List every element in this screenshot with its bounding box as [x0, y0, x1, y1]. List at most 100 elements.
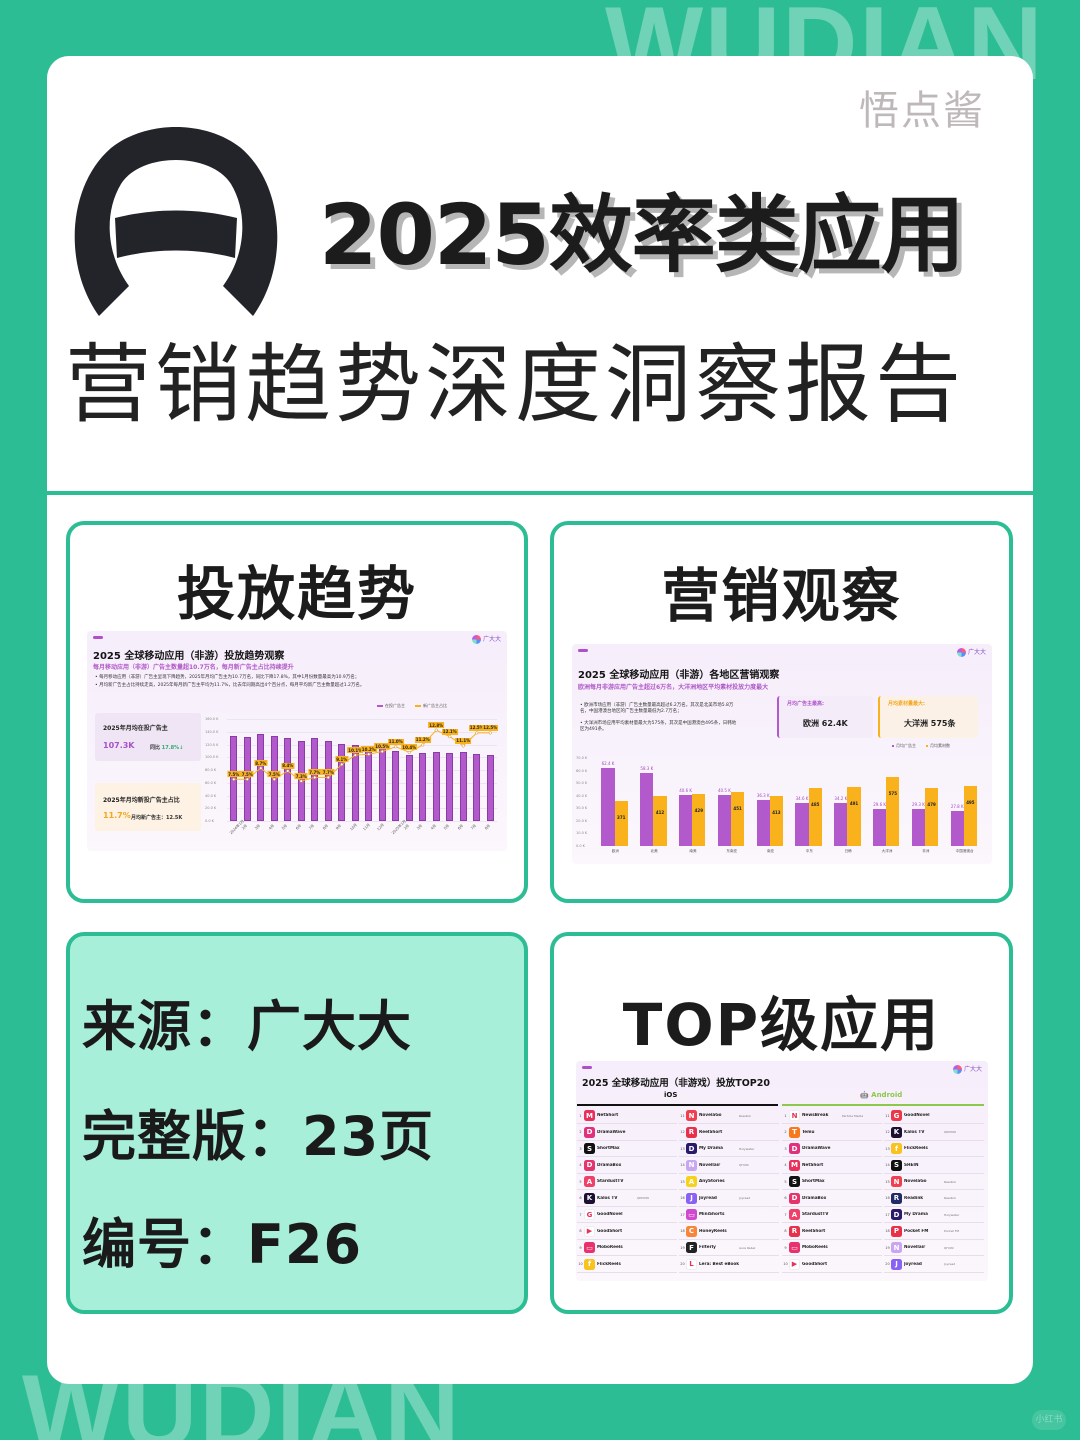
app-name: Novellair — [904, 1245, 926, 1250]
app-rank-row: 14 N Novellair QIYUN — [679, 1158, 779, 1174]
app-name: GoodNovel — [904, 1113, 930, 1118]
x-tick: 南亚 — [767, 849, 775, 853]
app-rank-row: 5 S ShortMax — [782, 1174, 882, 1190]
gridline — [227, 795, 497, 797]
ratio-label: 12.5% — [482, 724, 499, 731]
app-icon: F — [686, 1242, 697, 1253]
stat-note-value: 17.8%↓ — [161, 745, 184, 751]
highlight-box-advertisers: 月均广告主最高: 欧洲 62.4K — [777, 696, 873, 738]
gridline — [227, 719, 497, 720]
rank-number: 4 — [784, 1163, 787, 1167]
rank-number: 18 — [885, 1229, 890, 1233]
x-tick: 北美 — [650, 849, 658, 853]
app-rank-row: 2 D DramaWave — [577, 1125, 677, 1141]
platform-badge: 小红书 — [1032, 1410, 1066, 1430]
ratio-label: 9.1% — [335, 756, 349, 763]
rank-number: 18 — [680, 1229, 685, 1233]
android-label: Android — [871, 1091, 903, 1099]
bar-advertisers — [257, 734, 265, 821]
value-label: 412 — [655, 810, 665, 816]
ratio-label: 10.5% — [374, 743, 391, 750]
app-rank-row: 18 P Pocket FM Pocket FM — [884, 1224, 984, 1240]
y-tick: 120.0 K — [205, 742, 219, 747]
rank-number: 1 — [784, 1113, 787, 1118]
app-name: NovelaGo — [904, 1179, 927, 1184]
bullet-text: 月均新广告主占比持续走高，2025年每月新广告主平均为11.7%，比去年同期高出… — [99, 683, 365, 688]
x-tick: 中东 — [805, 849, 813, 853]
rank-number: 8 — [784, 1229, 787, 1233]
y-tick: 80.0 K — [205, 768, 217, 772]
value-label: 491 — [849, 800, 859, 806]
app-icon: L — [686, 1258, 697, 1270]
ratio-label: 7.5% — [227, 771, 241, 778]
app-icon: D — [891, 1209, 902, 1220]
app-name: Joyread — [904, 1261, 922, 1266]
rank-number: 17 — [680, 1212, 685, 1217]
rank-number: 10 — [783, 1262, 788, 1266]
ratio-label: 12.1% — [441, 728, 458, 735]
app-name: ReelShort — [802, 1228, 826, 1233]
slide-brand-logo: 广大大 — [956, 648, 986, 657]
app-icon: S — [891, 1159, 902, 1171]
app-name: MoboReels — [802, 1245, 828, 1250]
x-tick: 大洋洲 — [881, 849, 893, 853]
y-tick: 100.0 K — [205, 755, 219, 760]
value-label: 451 — [733, 805, 742, 811]
trend-card: 投放趋势 广大大 2025 全球移动应用（非游）投放趋势观察 每月移动应用（非游… — [66, 521, 528, 903]
info-source: 来源：广大大 — [82, 995, 412, 1058]
app-publisher: QINYON — [637, 1196, 649, 1200]
app-name: StardustTV — [597, 1179, 624, 1184]
app-icon: ▭ — [584, 1242, 595, 1253]
app-rank-row: 6 D DramaBox — [782, 1191, 882, 1207]
bar-materials — [731, 791, 745, 846]
rank-number: 6 — [579, 1196, 582, 1200]
y-tick: 0.0 K — [576, 844, 585, 848]
rank-number: 14 — [885, 1163, 890, 1167]
rank-number: 3 — [784, 1146, 787, 1151]
app-icon: K — [891, 1126, 902, 1138]
value-label: 27.8 K — [950, 804, 964, 810]
bar-materials — [963, 786, 977, 846]
value-label: 429 — [694, 808, 703, 814]
bar-advertisers — [679, 794, 693, 846]
bar-advertisers — [950, 811, 964, 846]
y-tick: 60.0 K — [576, 768, 588, 773]
slide-heading: 2025 全球移动应用（非游戏）投放TOP20 — [582, 1078, 770, 1089]
app-name: ShortMax — [802, 1179, 825, 1184]
app-name: GoodNovel — [597, 1212, 623, 1217]
chart-legend: 月均广告主 月均素材数 — [892, 743, 950, 749]
app-name: NetShort — [597, 1113, 619, 1118]
app-name: My Drama — [904, 1212, 928, 1217]
slide-bullet: • 每月移动应用（非游）广告主呈现下降趋势，2025年月均广告主为10.7万名，… — [95, 675, 360, 680]
y-tick: 160.0 K — [205, 717, 219, 721]
bar-advertisers — [640, 772, 654, 846]
app-name: My Drama — [699, 1146, 723, 1151]
legend-line: 新广告主占比 — [415, 703, 447, 709]
app-name: Readink — [904, 1195, 924, 1200]
app-icon: J — [686, 1192, 697, 1204]
app-name: MoboReels — [597, 1245, 623, 1250]
ratio-line — [232, 728, 492, 783]
app-rank-row: 16 J Joyread Joyread — [679, 1191, 779, 1207]
slide-heading: 2025 全球移动应用（非游）各地区营销观察 — [578, 670, 780, 681]
stat-box-advertisers: 2025年月均在投广告主 107.3K 同比 17.8%↓ — [95, 713, 201, 761]
app-icon: N — [891, 1176, 902, 1187]
gridline — [227, 757, 497, 759]
rank-number: 7 — [579, 1212, 582, 1217]
value-label: 34.2 K — [834, 796, 848, 801]
rank-number: 11 — [885, 1113, 890, 1118]
app-name: Filterly — [699, 1245, 716, 1250]
android-header: 🤖 Android — [860, 1091, 902, 1099]
slide-brand-name: 广大大 — [482, 635, 501, 643]
brand-logo-icon — [471, 635, 481, 644]
value-label: 34.6 K — [795, 795, 809, 801]
y-tick: 70.0 K — [576, 756, 588, 760]
gridline — [227, 821, 497, 822]
app-name: MiniShorts — [699, 1212, 725, 1217]
app-rank-row: 15 A AnyStories — [679, 1174, 779, 1190]
region-chart: 0.0 K 10.0 K 20.0 K 30.0 K 40.0 K 50.0 K 60.0 … — [576, 750, 988, 860]
bar-advertisers — [405, 755, 413, 821]
app-icon: S — [789, 1176, 800, 1187]
app-icon: N — [891, 1242, 902, 1253]
legend-label: 新广告主占比 — [423, 703, 447, 708]
